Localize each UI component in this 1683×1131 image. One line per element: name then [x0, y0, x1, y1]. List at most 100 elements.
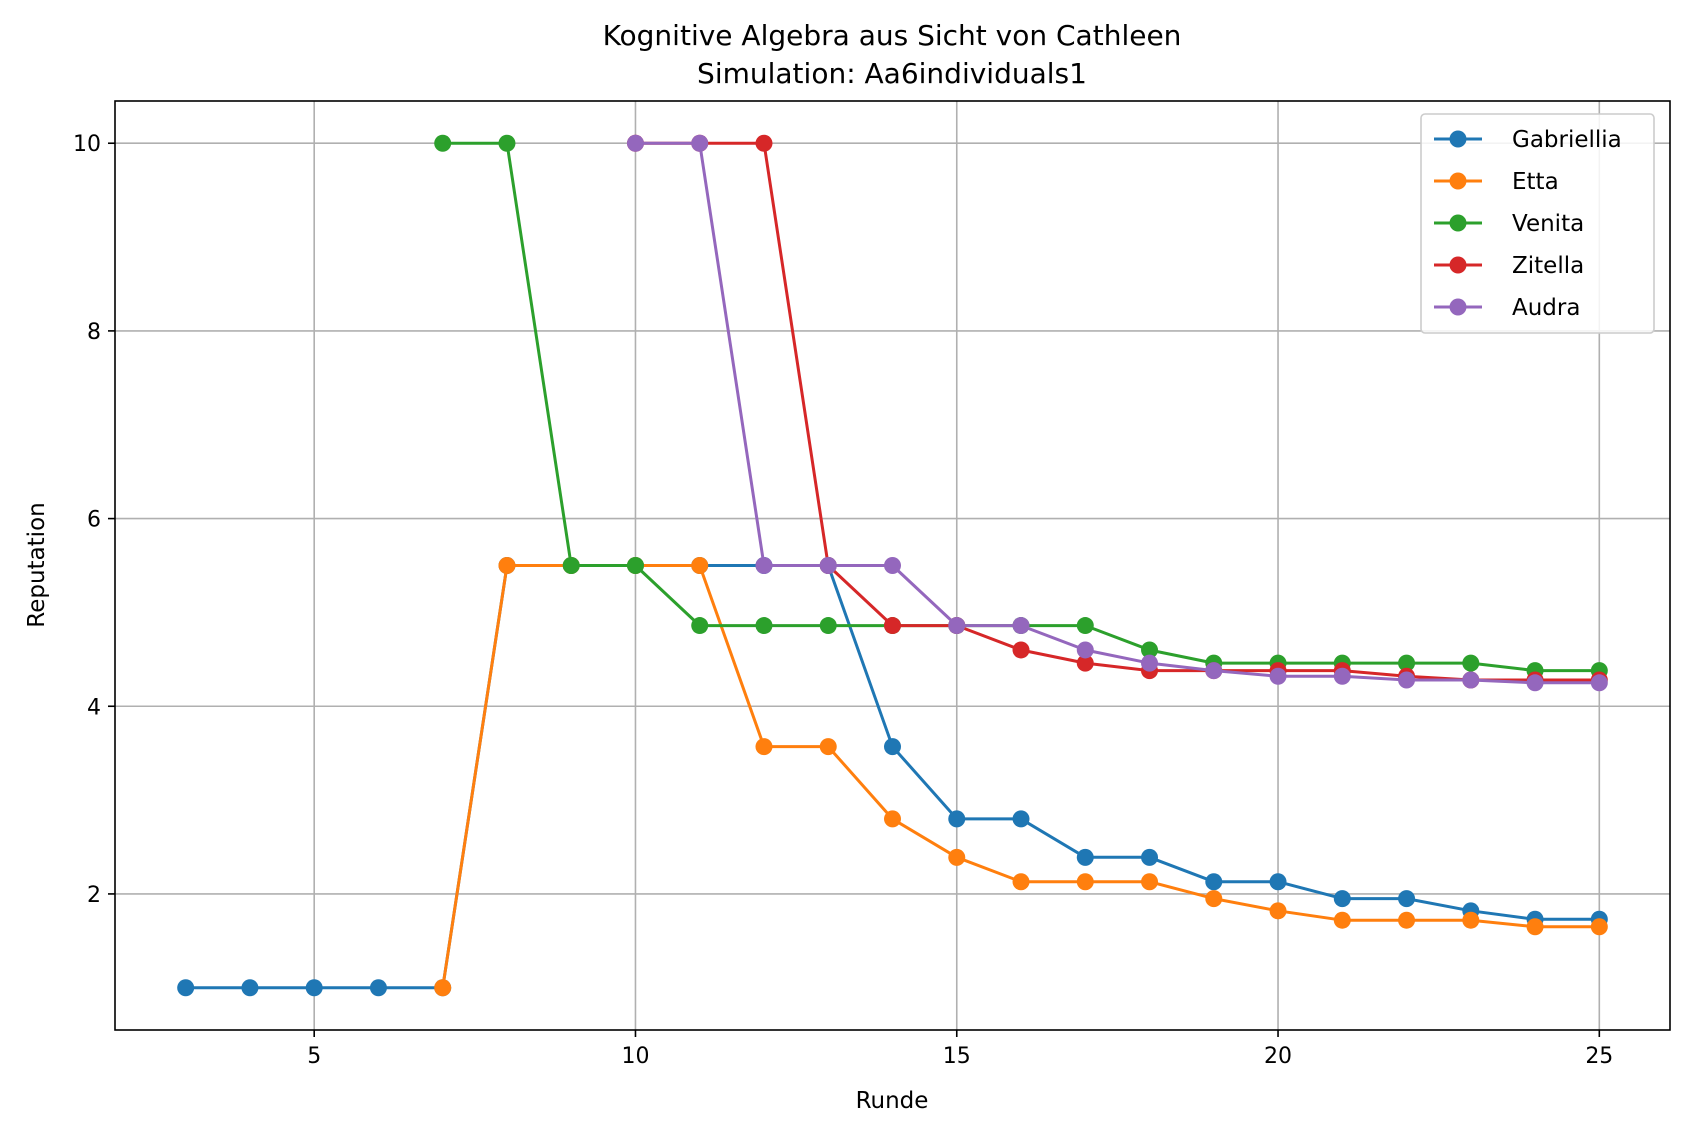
data-point — [1462, 911, 1480, 929]
data-point — [819, 617, 837, 635]
data-point — [1333, 890, 1351, 908]
legend-swatch-marker — [1449, 256, 1467, 274]
y-tick-label: 2 — [87, 883, 101, 908]
data-point — [1012, 873, 1030, 891]
data-point — [1333, 911, 1351, 929]
data-point — [498, 557, 516, 574]
x-tick-label: 25 — [1585, 1044, 1613, 1069]
data-point — [562, 557, 580, 574]
legend-label: Zitella — [1512, 253, 1584, 279]
plot-frame — [114, 100, 1671, 1031]
data-point — [1590, 918, 1608, 936]
data-point — [819, 557, 837, 574]
legend-swatch-marker — [1449, 298, 1467, 316]
data-point — [1141, 641, 1159, 659]
legend-box — [1420, 113, 1655, 334]
data-point — [1076, 873, 1094, 891]
data-point — [884, 810, 901, 828]
data-point — [1333, 667, 1351, 685]
grid — [115, 101, 1670, 1030]
data-point — [626, 557, 644, 574]
data-point — [1590, 674, 1608, 692]
legend-item-gabriellia: Gabriellia — [1434, 127, 1622, 153]
data-point — [884, 617, 901, 635]
data-point — [1076, 617, 1094, 635]
data-point — [177, 979, 195, 997]
data-point — [948, 848, 966, 866]
data-point — [1076, 848, 1094, 866]
data-point — [884, 557, 901, 574]
y-tick-label: 6 — [87, 508, 101, 533]
data-point — [434, 134, 452, 152]
legend-item-zitella: Zitella — [1434, 253, 1584, 279]
data-point — [948, 810, 966, 828]
data-point — [884, 738, 901, 756]
legend: Gabriellia Etta Venita Zitella Audra — [1420, 113, 1655, 334]
legend-label: Venita — [1512, 211, 1584, 237]
legend-item-venita: Venita — [1434, 211, 1584, 237]
data-point — [755, 134, 773, 152]
data-point — [1398, 671, 1416, 689]
data-point — [305, 979, 323, 997]
data-point — [1269, 667, 1287, 685]
data-point — [691, 134, 709, 152]
data-point — [434, 979, 452, 997]
data-point — [369, 979, 387, 997]
data-point — [626, 134, 644, 152]
data-point — [819, 738, 837, 756]
data-point — [498, 134, 516, 152]
data-point — [1269, 902, 1287, 920]
data-point — [1462, 654, 1480, 672]
axis-ticks: 5 10 15 20 25 2 4 6 8 10 — [73, 132, 1613, 1069]
data-point — [1205, 890, 1223, 908]
data-point — [755, 557, 773, 574]
x-tick-label: 15 — [943, 1044, 971, 1069]
data-point — [1141, 848, 1159, 866]
data-point — [1076, 641, 1094, 659]
y-tick-label: 4 — [87, 695, 101, 720]
x-axis-label: Runde — [856, 1088, 929, 1114]
legend-item-audra: Audra — [1434, 295, 1580, 321]
data-point — [241, 979, 259, 997]
data-point — [1269, 873, 1287, 891]
data-point — [1398, 911, 1416, 929]
series-audra — [626, 134, 1608, 692]
data-point — [1141, 873, 1159, 891]
data-point — [1462, 671, 1480, 689]
series-line-audra — [634, 141, 1601, 685]
legend-swatch-marker — [1449, 172, 1467, 190]
x-tick-label: 5 — [307, 1044, 321, 1069]
data-point — [948, 617, 966, 635]
legend-swatch-marker — [1449, 130, 1467, 148]
data-point — [1076, 654, 1094, 672]
data-point — [1526, 918, 1544, 936]
legend-label: Gabriellia — [1512, 127, 1622, 153]
data-point — [755, 738, 773, 756]
y-tick-label: 8 — [87, 320, 101, 345]
chart-subtitle: Simulation: Aa6individuals1 — [697, 57, 1087, 90]
data-point — [1205, 662, 1223, 680]
legend-item-etta: Etta — [1434, 169, 1559, 195]
data-point — [1141, 654, 1159, 672]
legend-label: Audra — [1512, 295, 1580, 321]
legend-label: Etta — [1512, 169, 1559, 195]
data-point — [1012, 641, 1030, 659]
x-tick-label: 10 — [621, 1044, 649, 1069]
data-point — [1012, 810, 1030, 828]
data-point — [1526, 674, 1544, 692]
data-point — [1205, 873, 1223, 891]
x-tick-label: 20 — [1264, 1044, 1292, 1069]
data-point — [1398, 654, 1416, 672]
data-point — [1398, 890, 1416, 908]
series-group — [177, 134, 1608, 997]
series-line-zitella — [634, 141, 1601, 682]
y-tick-label: 10 — [73, 132, 101, 157]
y-axis-label: Reputation — [24, 502, 50, 627]
chart-title: Kognitive Algebra aus Sicht von Cathleen — [603, 19, 1182, 52]
data-point — [1012, 617, 1030, 635]
data-point — [755, 617, 773, 635]
legend-swatch-marker — [1449, 214, 1467, 232]
data-point — [691, 557, 709, 574]
